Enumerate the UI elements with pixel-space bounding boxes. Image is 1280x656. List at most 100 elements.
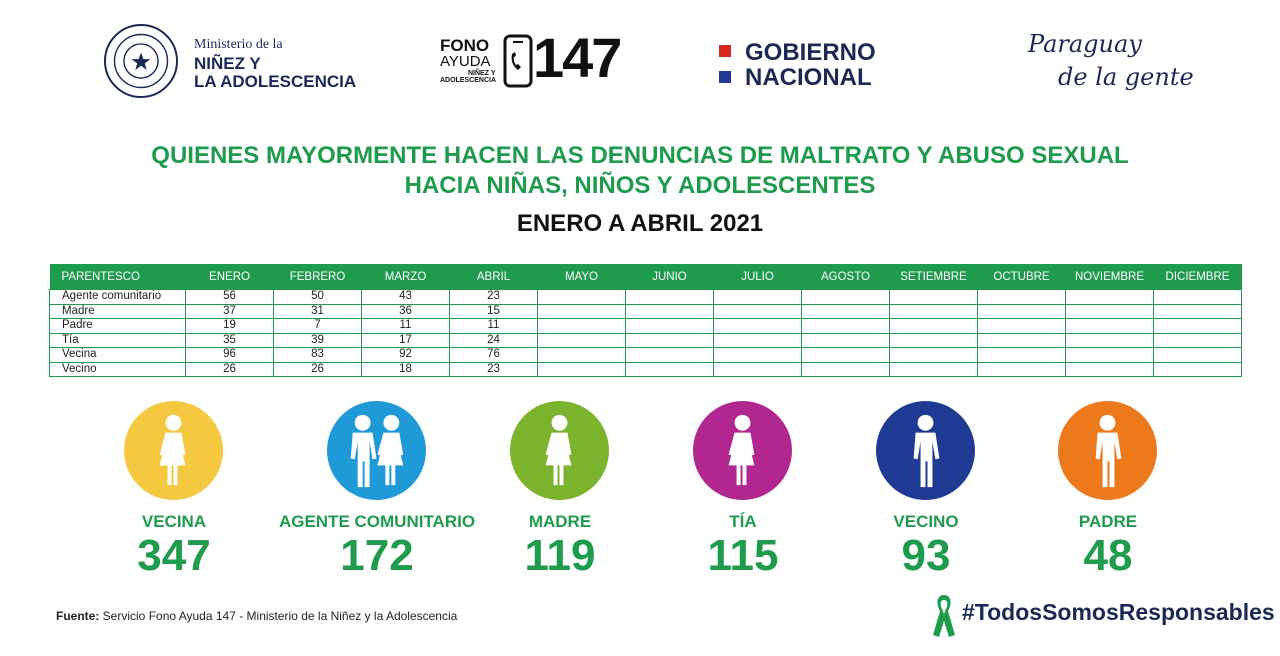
table-cell: 17	[361, 332, 450, 348]
table-cell	[889, 303, 978, 319]
table-cell	[713, 361, 802, 377]
total-label-tia: TÍA	[729, 512, 757, 531]
table-cell	[625, 318, 714, 334]
table-cell	[537, 318, 626, 334]
phone-icon	[503, 34, 533, 88]
total-label-vecina: VECINA	[141, 512, 207, 531]
table-row: Padre 19 7 11 11	[49, 318, 1242, 334]
gobierno-line1: GOBIERNO	[745, 39, 876, 66]
table-cell	[977, 289, 1066, 305]
table-cell	[625, 289, 714, 305]
title-line2: HACIA NIÑAS, NIÑOS Y ADOLESCENTES	[404, 172, 876, 199]
table-cell	[1065, 289, 1154, 305]
table-header: DICIEMBRE	[1153, 264, 1242, 290]
table-header: AGOSTO	[801, 264, 890, 290]
table-cell	[625, 347, 714, 363]
table-cell	[977, 332, 1066, 348]
table-header: JUNIO	[625, 264, 714, 290]
table-cell	[801, 303, 890, 319]
table-cell: 26	[185, 361, 274, 377]
table-cell: 24	[449, 332, 538, 348]
table-cell: 37	[185, 303, 274, 319]
table-cell: 96	[185, 347, 274, 363]
table-row: Vecino 26 26 18 23	[49, 361, 1242, 377]
source-label: Fuente:	[56, 609, 100, 623]
table-cell: 23	[449, 289, 538, 305]
table-cell	[1153, 303, 1242, 319]
table-cell	[625, 361, 714, 377]
total-value-madre: 119	[524, 531, 596, 580]
table-cell: 76	[449, 347, 538, 363]
table-cell	[977, 318, 1066, 334]
total-label-vecino: VECINO	[893, 512, 959, 531]
total-value-vecina: 347	[137, 531, 211, 580]
table-cell	[801, 361, 890, 377]
total-label-agente-comunitario: AGENTE COMUNITARIO	[278, 512, 476, 531]
ministry-name-line2: LA ADOLESCENCIA	[194, 72, 357, 91]
fono-sub1: NIÑEZ Y	[468, 70, 496, 77]
table-cell	[713, 347, 802, 363]
gobierno-line2: NACIONAL	[745, 64, 872, 91]
paraguay-seal-icon	[104, 24, 178, 98]
female-icon	[693, 401, 792, 500]
table-cell	[801, 289, 890, 305]
source-text: Servicio Fono Ayuda 147 - Ministerio de …	[99, 609, 458, 623]
reports-table: PARENTESCO ENERO FEBRERO MARZO ABRIL MAY…	[49, 264, 1242, 377]
table-cell	[1065, 361, 1154, 377]
flag-blue-square	[719, 71, 731, 83]
male-icon	[1058, 401, 1157, 500]
table-cell: 35	[185, 332, 274, 348]
gobierno-nacional-logo: GOBIERNO NACIONAL	[745, 40, 876, 90]
flag-red-square	[719, 45, 731, 57]
title-line1: QUIENES MAYORMENTE HACEN LAS DENUNCIAS D…	[151, 142, 1129, 169]
table-cell	[977, 347, 1066, 363]
ayuda-label: AYUDA	[440, 53, 491, 70]
total-value-vecino: 93	[901, 531, 951, 580]
table-cell: 50	[273, 289, 362, 305]
table-cell	[1065, 347, 1154, 363]
hashtag: #TodosSomosResponsables	[962, 599, 1275, 625]
table-header: MARZO	[361, 264, 450, 290]
table-cell	[1153, 347, 1242, 363]
table-header: PARENTESCO	[49, 264, 186, 290]
source-note: Fuente: Servicio Fono Ayuda 147 - Minist…	[56, 609, 457, 623]
table-cell: Vecino	[49, 361, 186, 377]
table-cell	[889, 361, 978, 377]
table-cell	[537, 347, 626, 363]
table-cell	[537, 289, 626, 305]
table-cell: 36	[361, 303, 450, 319]
table-cell: 15	[449, 303, 538, 319]
table-cell	[977, 361, 1066, 377]
total-value-tia: 115	[707, 531, 779, 580]
table-header: MAYO	[537, 264, 626, 290]
fono-ayuda-logo: FONO AYUDA NIÑEZ Y ADOLESCENCIA	[440, 36, 497, 84]
table-cell	[889, 289, 978, 305]
table-cell	[801, 318, 890, 334]
table-cell: Madre	[49, 303, 186, 319]
total-label-madre: MADRE	[528, 512, 592, 531]
table-cell	[625, 332, 714, 348]
page-title: QUIENES MAYORMENTE HACEN LAS DENUNCIAS D…	[0, 141, 1280, 201]
paraguay-slogan-line1: Paraguay	[1028, 30, 1142, 58]
fono-sub2: ADOLESCENCIA	[440, 77, 497, 84]
table-cell	[537, 303, 626, 319]
fono-label: FONO	[440, 36, 490, 55]
table-cell	[1153, 332, 1242, 348]
table-cell	[1065, 318, 1154, 334]
table-cell	[1153, 361, 1242, 377]
table-cell: 18	[361, 361, 450, 377]
table-cell	[801, 347, 890, 363]
table-cell	[713, 289, 802, 305]
male-female-icon	[327, 401, 426, 500]
female-icon	[124, 401, 223, 500]
table-header-row: PARENTESCO ENERO FEBRERO MARZO ABRIL MAY…	[49, 264, 1242, 290]
table-cell	[889, 332, 978, 348]
period-subtitle: ENERO A ABRIL 2021	[516, 210, 764, 237]
table-cell: 31	[273, 303, 362, 319]
table-cell	[537, 361, 626, 377]
fono-number: 147	[533, 26, 622, 89]
green-ribbon-icon	[930, 591, 958, 639]
ministry-name: NIÑEZ Y LA ADOLESCENCIA	[194, 55, 356, 91]
table-header: OCTUBRE	[977, 264, 1066, 290]
table-header: JULIO	[713, 264, 802, 290]
